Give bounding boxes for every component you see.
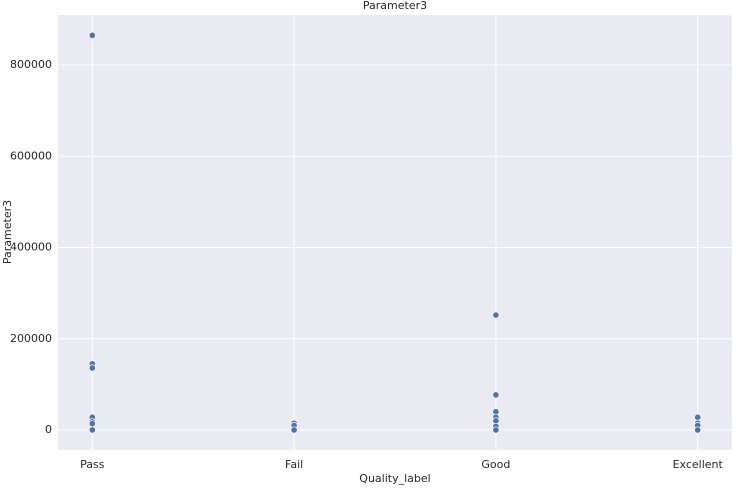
y-tick-label: 800000	[10, 58, 52, 71]
y-tick-label: 400000	[10, 241, 52, 254]
point	[694, 426, 702, 434]
point	[88, 420, 96, 428]
point	[492, 426, 500, 434]
point	[694, 413, 702, 421]
x-tick-label: Pass	[80, 458, 105, 471]
point	[88, 364, 96, 372]
x-tick-label: Good	[481, 458, 510, 471]
y-tick-label: 600000	[10, 149, 52, 162]
point	[88, 426, 96, 434]
y-tick-label: 0	[45, 423, 52, 436]
point	[492, 391, 500, 399]
y-axis-label: Parameter3	[1, 200, 14, 264]
y-tick-label: 200000	[10, 332, 52, 345]
point	[492, 311, 500, 319]
x-tick-label: Excellent	[673, 458, 724, 471]
point	[88, 31, 96, 39]
x-axis-label: Quality_label	[359, 472, 430, 485]
point	[290, 426, 298, 434]
chart-title: Parameter3	[363, 0, 427, 12]
x-tick-label: Fail	[285, 458, 303, 471]
plot-background	[58, 15, 732, 450]
